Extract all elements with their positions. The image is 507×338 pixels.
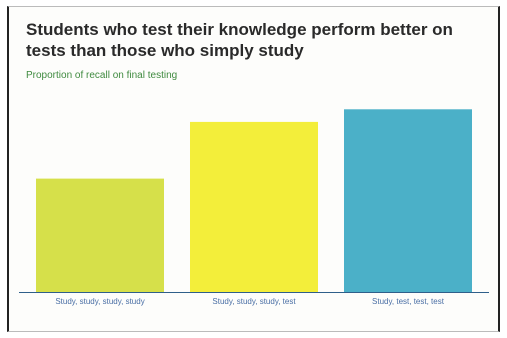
chart-figure: Students who test their knowledge perfor… [7, 6, 500, 332]
bar-3 [344, 109, 472, 292]
bar-chart-plot: Study, study, study, study Study, study, … [19, 109, 489, 306]
x-tick-label-2: Study, study, study, test [212, 297, 296, 306]
bar-2 [190, 121, 318, 293]
bar-1 [36, 178, 164, 292]
chart-title: Students who test their knowledge perfor… [26, 20, 453, 60]
x-tick-label-3: Study, test, test, test [372, 297, 445, 306]
x-tick-label-1: Study, study, study, study [55, 297, 144, 306]
chart-subtitle: Proportion of recall on final testing [26, 70, 178, 81]
